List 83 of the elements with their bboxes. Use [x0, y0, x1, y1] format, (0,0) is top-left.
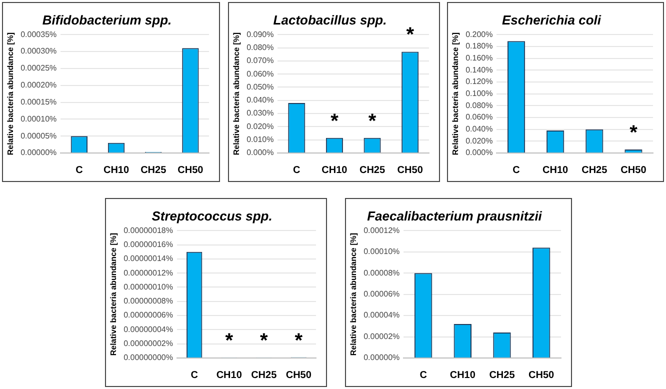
y-tick-label: 0.080% [246, 42, 274, 52]
y-tick-label: 0.00010% [20, 114, 57, 124]
annotation: * [294, 330, 303, 352]
y-tick-label: 0.060% [246, 69, 274, 78]
annotation: * [368, 110, 376, 132]
x-tick-label: CH10 [216, 370, 242, 381]
y-tick-label: 0.030% [246, 108, 274, 118]
y-tick-label: 0.00008% [364, 268, 400, 278]
x-tick-label: C [512, 164, 520, 176]
x-tick-label: CH10 [542, 164, 569, 176]
x-tick-label: CH50 [620, 164, 647, 176]
x-tick-label: CH50 [178, 164, 204, 176]
y-tick-label: 0.020% [246, 122, 274, 131]
y-tick-label: 0.00015% [20, 97, 57, 106]
chart-title: Lactobacillus spp. [273, 12, 387, 28]
y-tick-label: 0.00000010% [124, 282, 173, 292]
x-tick-label: C [76, 164, 83, 176]
x-tick-label: C [190, 370, 198, 381]
y-axis-title: Relative bacteria abundance [%] [349, 232, 358, 356]
x-tick-label: CH25 [140, 164, 167, 176]
y-tick-label: 0.070% [246, 56, 274, 66]
y-tick-label: 0.060% [466, 112, 493, 122]
y-axis-title: Relative bacteria abundance [%] [6, 32, 16, 156]
y-tick-label: 0.050% [246, 82, 274, 92]
y-tick-label: 0.00000002% [124, 339, 173, 348]
y-tick-label: 0.010% [246, 135, 274, 144]
y-tick-label: 0.180% [466, 42, 493, 51]
y-tick-label: 0.00000000% [124, 353, 173, 362]
chart-title: Faecalibacterium prausnitzii [367, 208, 542, 224]
x-tick-label: CH25 [489, 370, 516, 381]
x-tick-label: C [293, 164, 300, 176]
x-tick-label: CH25 [251, 370, 278, 381]
chart-title: Escherichia coli [502, 12, 602, 28]
y-tick-label: 0.00000018% [124, 226, 173, 235]
y-tick-label: 0.00000012% [124, 268, 173, 278]
annotation: * [225, 330, 234, 352]
y-tick-label: 0.00000004% [124, 324, 173, 334]
y-tick-label: 0.00006% [364, 290, 400, 299]
chart-title: Bifidobacterium spp. [42, 12, 172, 28]
y-tick-label: 0.200% [466, 30, 493, 39]
y-tick-label: 0.00025% [20, 64, 57, 73]
y-tick-label: 0.00000016% [124, 240, 173, 249]
x-tick-label: CH50 [286, 370, 312, 381]
annotation: * [630, 122, 638, 144]
y-tick-label: 0.020% [466, 136, 493, 146]
y-tick-label: 0.000% [466, 148, 493, 158]
y-tick-label: 0.040% [466, 124, 493, 134]
x-tick-label: CH25 [359, 164, 386, 176]
y-tick-label: 0.00000006% [124, 310, 173, 320]
y-tick-label: 0.00020% [20, 80, 57, 90]
y-tick-label: 0.00005% [20, 131, 57, 140]
x-tick-label: CH10 [103, 164, 130, 176]
annotation: * [406, 24, 414, 46]
y-tick-label: 0.140% [466, 65, 493, 74]
y-tick-label: 0.000% [246, 148, 274, 158]
y-tick-label: 0.040% [246, 96, 274, 105]
y-tick-label: 0.00004% [364, 310, 400, 320]
annotation: * [260, 330, 268, 352]
y-axis-title: Relative bacteria abundance [%] [109, 232, 118, 356]
y-tick-label: 0.100% [466, 89, 493, 98]
y-tick-label: 0.00000% [20, 148, 57, 158]
y-axis-title: Relative bacteria abundance [%] [232, 32, 242, 156]
y-tick-label: 0.00030% [20, 46, 57, 56]
y-tick-label: 0.00000% [364, 353, 400, 362]
x-tick-label: CH50 [397, 164, 424, 176]
y-tick-label: 0.00010% [364, 247, 400, 256]
y-tick-label: 0.080% [466, 100, 493, 110]
x-tick-label: C [420, 370, 427, 381]
y-tick-label: 0.00035% [20, 30, 57, 39]
y-tick-label: 0.00012% [364, 226, 400, 235]
y-tick-label: 0.00000008% [124, 296, 173, 306]
y-axis-title: Relative bacteria abundance [%] [451, 32, 460, 156]
y-tick-label: 0.090% [246, 30, 274, 39]
y-tick-label: 0.120% [466, 77, 493, 86]
annotation: * [330, 110, 339, 132]
y-tick-label: 0.00000014% [124, 254, 173, 264]
x-tick-label: CH25 [582, 164, 608, 176]
x-tick-label: CH10 [322, 164, 348, 176]
y-tick-label: 0.160% [466, 53, 493, 62]
y-tick-label: 0.00002% [364, 332, 400, 341]
x-tick-label: CH50 [528, 370, 555, 381]
chart-title: Streptococcus spp. [152, 208, 272, 224]
x-tick-label: CH10 [450, 370, 476, 381]
